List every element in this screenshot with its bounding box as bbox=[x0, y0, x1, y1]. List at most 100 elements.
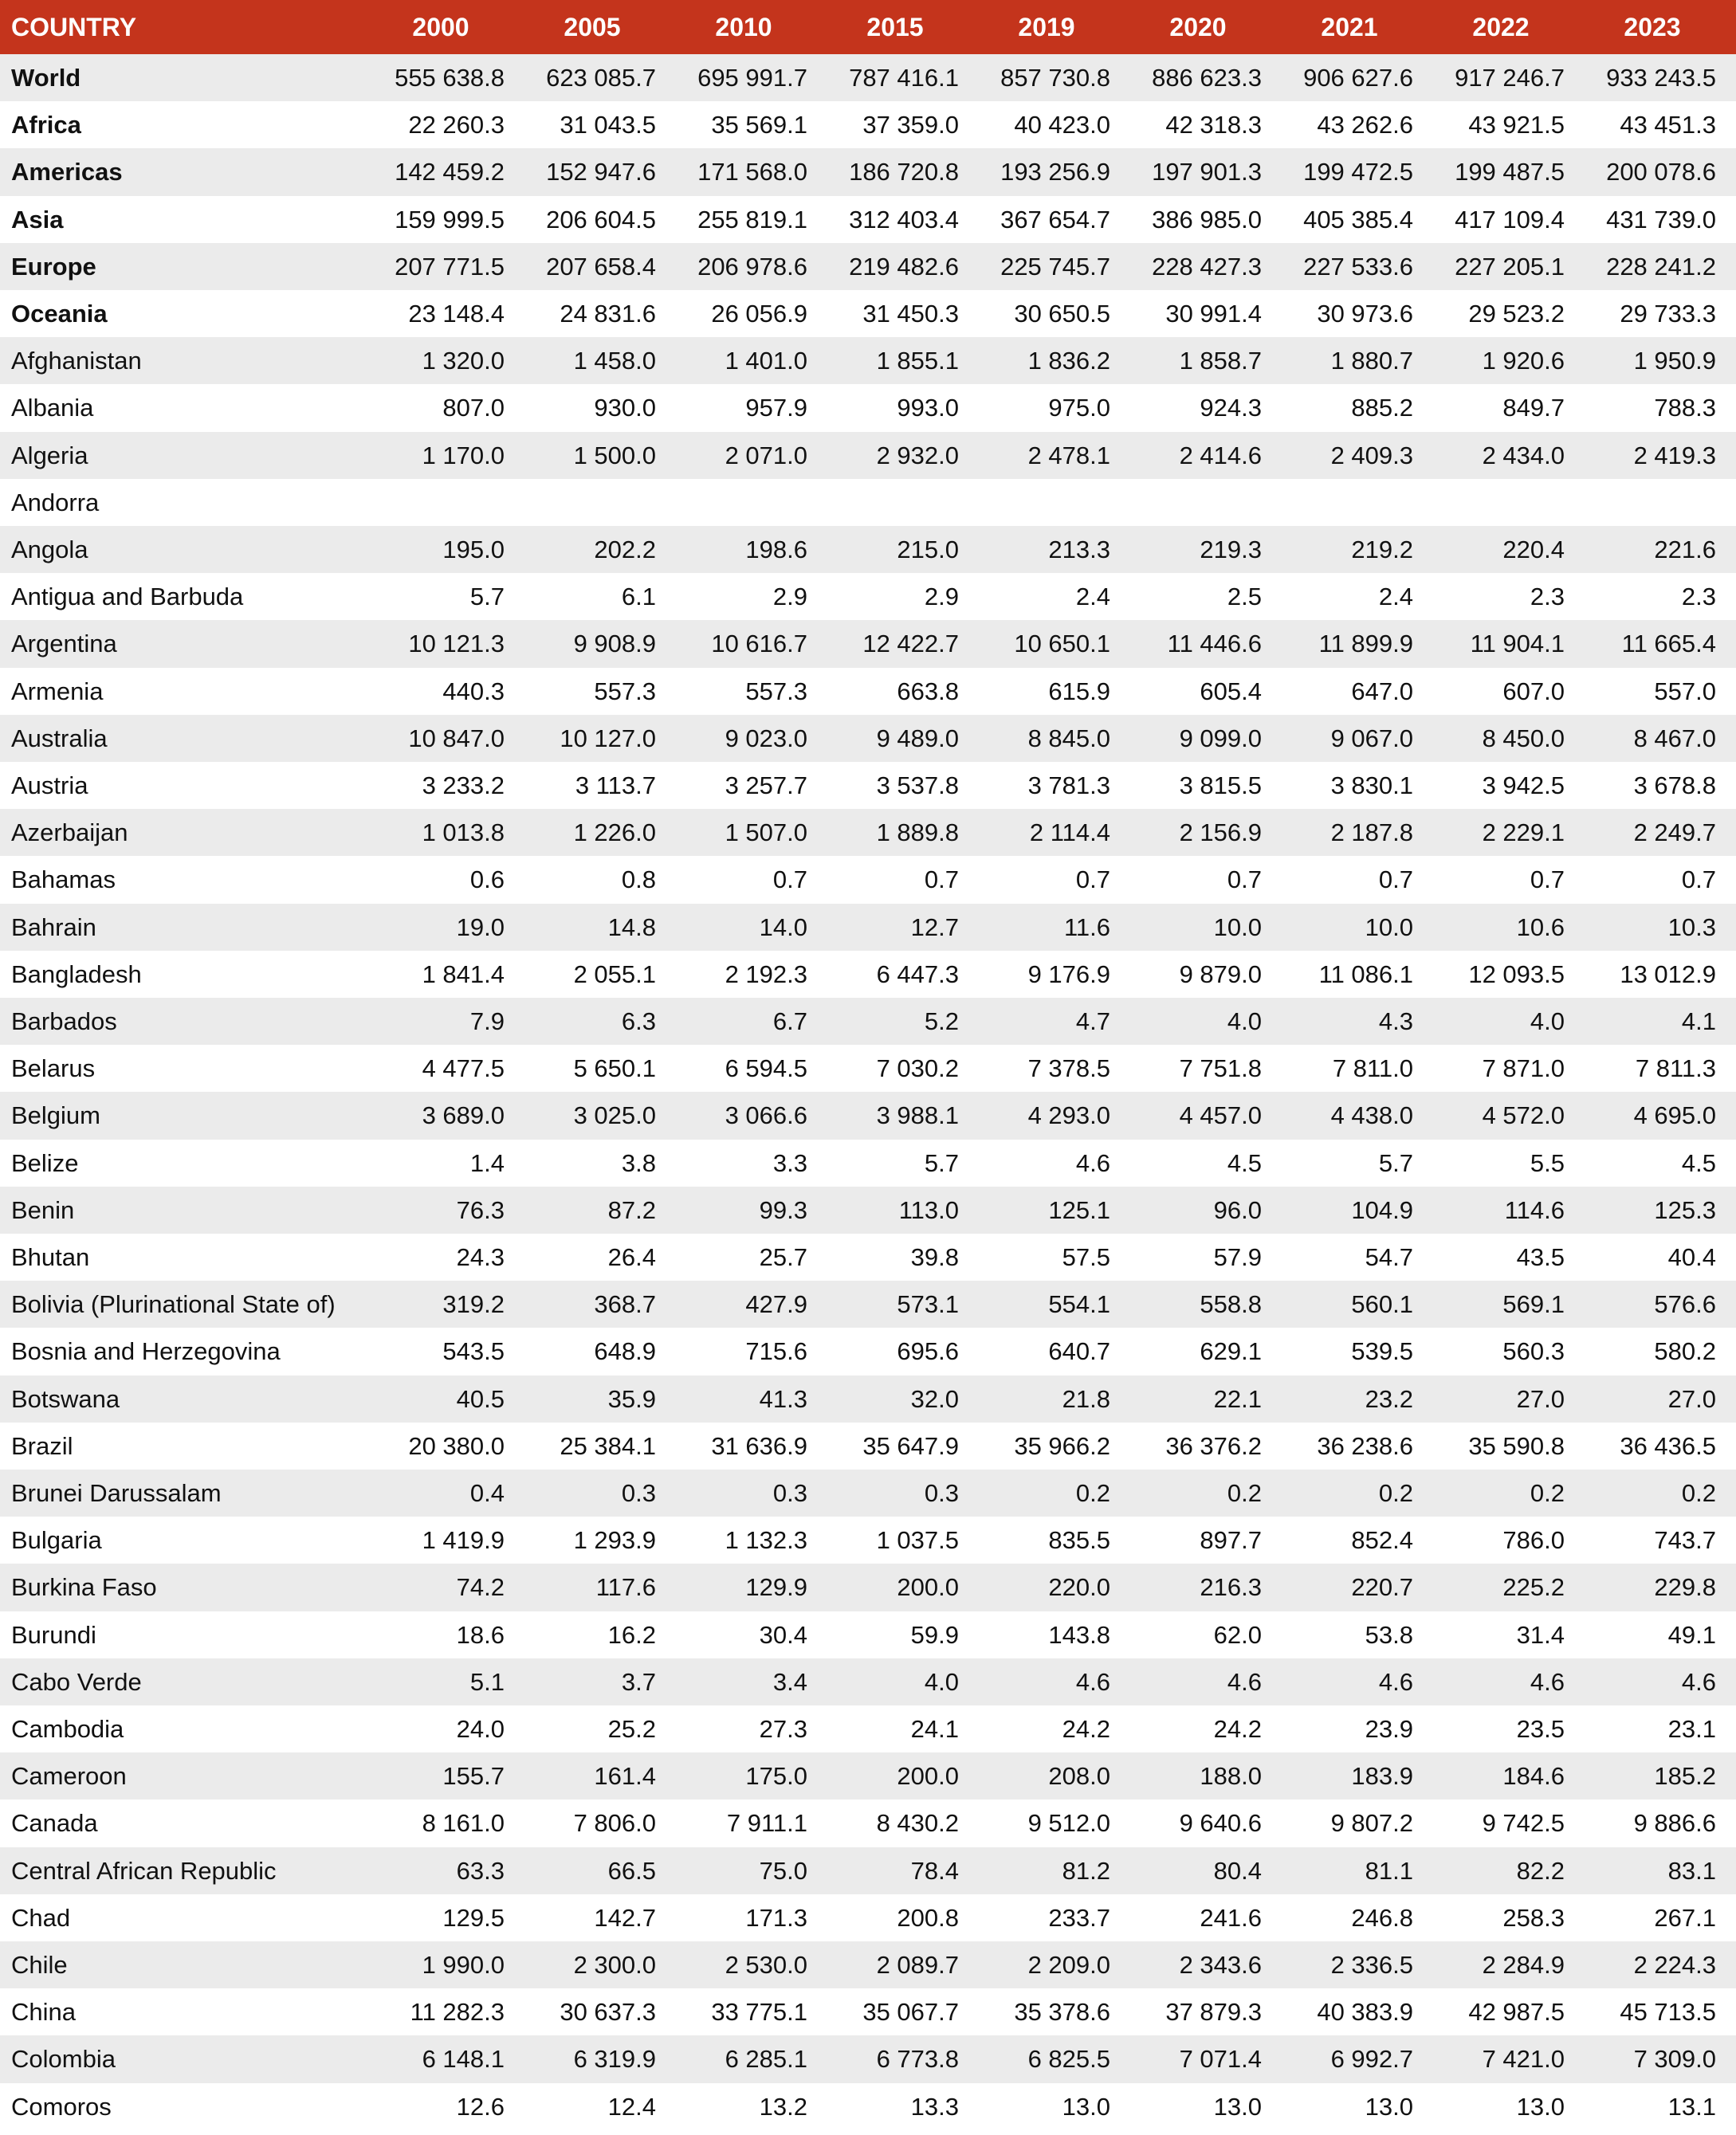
header-cell: 2021 bbox=[1321, 13, 1378, 41]
value-cell: 0.8 bbox=[621, 865, 656, 894]
value-cell: 155.7 bbox=[442, 1762, 505, 1791]
table-row: Argentina 10 121.3 9 908.9 10 616.7 12 422.7… bbox=[0, 620, 1736, 668]
table-row: Burundi 18.6 16.2 30.4 59.9 143.8 62.0 53.8 31.4… bbox=[0, 1611, 1736, 1658]
value-cell: 7 911.1 bbox=[726, 1809, 807, 1838]
country-cell: Bosnia and Herzegovina bbox=[11, 1337, 281, 1366]
value-cell: 11 446.6 bbox=[1167, 630, 1262, 658]
value-cell: 3 025.0 bbox=[573, 1101, 656, 1130]
value-cell: 13 012.9 bbox=[1620, 960, 1716, 988]
value-cell: 35 067.7 bbox=[862, 1998, 959, 2027]
value-cell: 63.3 bbox=[456, 1856, 505, 1885]
value-cell: 640.7 bbox=[1048, 1337, 1110, 1366]
value-cell: 576.6 bbox=[1654, 1290, 1716, 1319]
value-cell: 175.0 bbox=[745, 1762, 807, 1791]
value-cell: 7 030.2 bbox=[876, 1054, 959, 1083]
value-cell: 1 458.0 bbox=[573, 347, 656, 375]
value-cell: 6.1 bbox=[621, 583, 656, 611]
value-cell: 1 889.8 bbox=[876, 818, 959, 847]
table-row: Cabo Verde 5.1 3.7 3.4 4.0 4.6 4.6 4.6 4.6 4.6 bbox=[0, 1658, 1736, 1705]
value-cell: 24.0 bbox=[456, 1715, 505, 1743]
value-cell: 933 243.5 bbox=[1606, 64, 1716, 92]
value-cell: 2 192.3 bbox=[725, 960, 807, 988]
value-cell: 555 638.8 bbox=[395, 64, 505, 92]
table-row: Armenia 440.3 557.3 557.3 663.8 615.9 605.4 647… bbox=[0, 668, 1736, 715]
value-cell: 6 447.3 bbox=[876, 960, 959, 988]
value-cell: 8 430.2 bbox=[876, 1809, 959, 1838]
header-cell: 2019 bbox=[1018, 13, 1075, 41]
value-cell: 1 037.5 bbox=[876, 1526, 959, 1555]
value-cell: 43 262.6 bbox=[1317, 111, 1413, 139]
value-cell: 5.1 bbox=[469, 1667, 505, 1696]
value-cell: 82.2 bbox=[1516, 1856, 1565, 1885]
value-cell: 852.4 bbox=[1351, 1526, 1413, 1555]
value-cell: 0.7 bbox=[924, 865, 959, 894]
value-cell: 1 500.0 bbox=[573, 441, 656, 469]
value-cell: 2.4 bbox=[1378, 583, 1413, 611]
country-cell: Andorra bbox=[11, 488, 100, 516]
value-cell: 233.7 bbox=[1048, 1903, 1110, 1932]
value-cell: 43 451.3 bbox=[1620, 111, 1716, 139]
value-cell: 849.7 bbox=[1502, 394, 1565, 422]
value-cell: 33 775.1 bbox=[711, 1998, 807, 2027]
table-row: Belize 1.4 3.8 3.3 5.7 4.6 4.5 5.7 5.5 4.5 bbox=[0, 1140, 1736, 1187]
value-cell: 161.4 bbox=[594, 1762, 656, 1791]
value-cell: 200.8 bbox=[897, 1903, 959, 1932]
value-cell: 7 806.0 bbox=[573, 1809, 656, 1838]
value-cell: 0.2 bbox=[1227, 1479, 1262, 1507]
value-cell: 9 067.0 bbox=[1330, 724, 1413, 752]
value-cell: 906 627.6 bbox=[1303, 64, 1413, 92]
value-cell: 2 530.0 bbox=[725, 1951, 807, 1979]
value-cell: 184.6 bbox=[1502, 1762, 1565, 1791]
value-cell: 6 148.1 bbox=[422, 2045, 505, 2074]
country-cell: Azerbaijan bbox=[11, 818, 128, 847]
value-cell: 35 590.8 bbox=[1468, 1431, 1565, 1460]
value-cell: 4.5 bbox=[1681, 1148, 1716, 1177]
value-cell: 22.1 bbox=[1213, 1384, 1262, 1413]
country-cell: Benin bbox=[11, 1195, 75, 1224]
table-row: Benin 76.3 87.2 99.3 113.0 125.1 96.0 104.9 114.… bbox=[0, 1186, 1736, 1234]
value-cell: 930.0 bbox=[594, 394, 656, 422]
country-cell: Canada bbox=[11, 1809, 98, 1838]
value-cell: 171.3 bbox=[745, 1903, 807, 1932]
table-row: Bolivia (Plurinational State of) 319.2 368… bbox=[0, 1281, 1736, 1328]
value-cell: 0.2 bbox=[1681, 1479, 1716, 1507]
value-cell: 3.4 bbox=[772, 1667, 807, 1696]
table-row: Andorra bbox=[0, 479, 1736, 526]
value-cell: 6.3 bbox=[621, 1007, 656, 1035]
value-cell: 8 161.0 bbox=[422, 1809, 505, 1838]
value-cell: 21.8 bbox=[1062, 1384, 1110, 1413]
value-cell: 6 773.8 bbox=[876, 2045, 959, 2074]
value-cell: 227 205.1 bbox=[1455, 252, 1565, 281]
value-cell: 557.3 bbox=[594, 677, 656, 705]
value-cell: 12.6 bbox=[456, 2092, 505, 2121]
value-cell: 0.7 bbox=[1075, 865, 1110, 894]
value-cell: 3 066.6 bbox=[725, 1101, 807, 1130]
value-cell: 543.5 bbox=[442, 1337, 505, 1366]
value-cell: 2.9 bbox=[924, 583, 959, 611]
country-cell: Oceania bbox=[11, 300, 108, 328]
value-cell: 87.2 bbox=[607, 1195, 656, 1224]
table-row: Angola 195.0 202.2 198.6 215.0 213.3 219.3 219.… bbox=[0, 526, 1736, 574]
value-cell: 557.3 bbox=[745, 677, 807, 705]
value-cell: 7 421.0 bbox=[1482, 2045, 1565, 2074]
value-cell: 0.2 bbox=[1530, 1479, 1565, 1507]
value-cell: 786.0 bbox=[1502, 1526, 1565, 1555]
value-cell: 417 109.4 bbox=[1455, 205, 1565, 234]
value-cell: 6 285.1 bbox=[725, 2045, 807, 2074]
value-cell: 25 384.1 bbox=[560, 1431, 656, 1460]
value-cell: 560.1 bbox=[1351, 1290, 1413, 1319]
country-cell: Cambodia bbox=[11, 1715, 124, 1743]
value-cell: 9 886.6 bbox=[1633, 1809, 1716, 1838]
country-cell: Burundi bbox=[11, 1620, 96, 1649]
value-cell: 16.2 bbox=[607, 1620, 656, 1649]
value-cell: 10 650.1 bbox=[1014, 630, 1110, 658]
value-cell: 1 320.0 bbox=[422, 347, 505, 375]
value-cell: 32.0 bbox=[910, 1384, 959, 1413]
value-cell: 24.3 bbox=[456, 1243, 505, 1271]
value-cell: 9 807.2 bbox=[1330, 1809, 1413, 1838]
value-cell: 3 537.8 bbox=[876, 771, 959, 799]
value-cell: 2 187.8 bbox=[1330, 818, 1413, 847]
value-cell: 1 226.0 bbox=[573, 818, 656, 847]
value-cell: 367 654.7 bbox=[1000, 205, 1110, 234]
value-cell: 6 992.7 bbox=[1330, 2045, 1413, 2074]
